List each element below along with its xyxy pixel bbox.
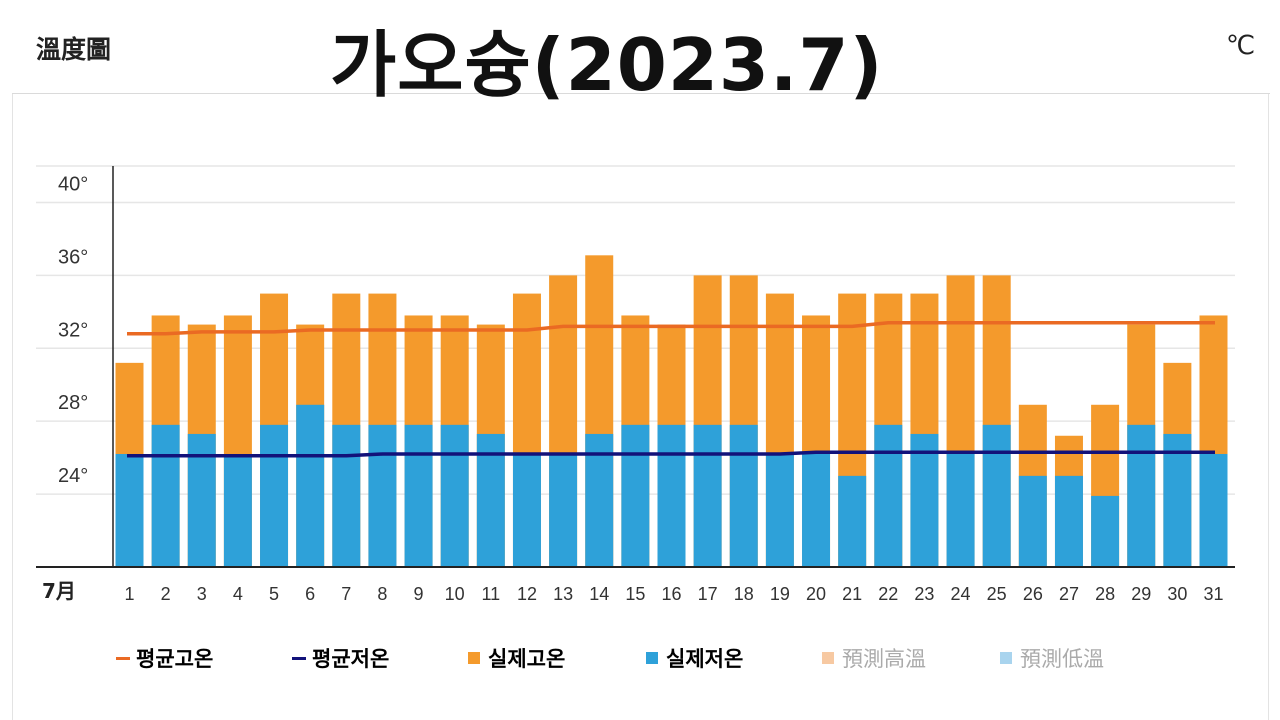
x-tick-label: 15: [625, 584, 645, 604]
low-temp-bar: [729, 424, 758, 567]
y-tick-label: 28°: [58, 392, 88, 414]
x-tick-label: 14: [589, 584, 609, 604]
low-temp-bar: [946, 453, 975, 567]
low-temp-bar: [1018, 475, 1047, 567]
legend-item[interactable]: 실제저온: [646, 640, 743, 676]
legend-label: 실제고온: [488, 647, 566, 671]
x-tick-label: 17: [698, 584, 718, 604]
x-tick-label: 1: [124, 584, 134, 604]
low-temp-bar: [1054, 475, 1083, 567]
x-tick-label: 25: [987, 584, 1007, 604]
x-tick-label: 3: [197, 584, 207, 604]
legend-item[interactable]: 평균저온: [292, 640, 389, 676]
low-temp-bar: [621, 424, 650, 567]
legend-square-swatch: [822, 652, 834, 664]
legend-label: 預測高溫: [842, 647, 926, 671]
x-tick-label: 18: [734, 584, 754, 604]
legend-item[interactable]: 실제고온: [468, 640, 565, 676]
x-tick-label: 10: [445, 584, 465, 604]
chart-title: 가오슝(2023.7): [330, 23, 884, 107]
x-tick-label: 28: [1095, 584, 1115, 604]
avg-high-line: [127, 321, 1215, 336]
legend-item[interactable]: 평균고온: [116, 640, 213, 676]
low-temp-bar: [223, 453, 252, 567]
low-temp-bar: [693, 424, 722, 567]
x-tick-label: 30: [1167, 584, 1187, 604]
x-tick-label: 12: [517, 584, 537, 604]
legend-label: 평균고온: [136, 647, 214, 671]
low-temp-bar: [549, 453, 578, 567]
low-temp-bar: [404, 424, 433, 567]
x-tick-label: 27: [1059, 584, 1079, 604]
avg-low-line: [127, 450, 1215, 458]
y-tick-label: 36°: [58, 246, 88, 268]
x-tick-label: 8: [377, 584, 387, 604]
legend-item[interactable]: 預測高溫: [822, 640, 926, 676]
y-tick-label: 24°: [58, 465, 88, 487]
low-temp-bar: [1127, 424, 1156, 567]
low-temp-bar: [332, 424, 361, 567]
x-tick-label: 9: [414, 584, 424, 604]
low-temp-bar: [260, 424, 289, 567]
x-tick-label: 13: [553, 584, 573, 604]
legend-square-swatch: [646, 652, 658, 664]
x-tick-label: 11: [481, 584, 500, 604]
x-tick-label: 6: [305, 584, 315, 604]
x-tick-label: 19: [770, 584, 790, 604]
legend-line-swatch: [292, 656, 306, 660]
low-temp-bar: [440, 424, 469, 567]
low-temp-bar: [1163, 433, 1192, 567]
x-tick-label: 23: [914, 584, 934, 604]
low-temp-bar: [512, 453, 541, 567]
x-tick-label: 2: [161, 584, 171, 604]
x-tick-label: 21: [842, 584, 862, 604]
legend-label: 실제저온: [666, 647, 744, 671]
y-tick-label: 32°: [58, 319, 88, 341]
low-temp-bar: [982, 424, 1011, 567]
low-temp-bar: [187, 433, 216, 567]
low-temp-bar: [1199, 453, 1228, 567]
x-tick-label: 20: [806, 584, 826, 604]
x-tick-label: 16: [661, 584, 681, 604]
x-tick-label: 4: [233, 584, 243, 604]
low-temp-bar: [802, 453, 831, 567]
low-temp-bar: [910, 433, 939, 567]
legend-square-swatch: [468, 652, 480, 664]
legend-label: 預測低溫: [1020, 647, 1104, 671]
low-temp-bar: [1091, 495, 1120, 567]
x-tick-label: 24: [951, 584, 971, 604]
x-tick-label: 31: [1203, 584, 1223, 604]
low-temp-bar: [368, 424, 397, 567]
low-temp-bar: [657, 424, 686, 567]
temperature-chart: 40°36°32°28°24°7月 1 2 3 4 5 6 7 8 9 10 11 12 13 14 15 16…: [36, 165, 1235, 604]
x-tick-label: 7: [341, 584, 351, 604]
x-tick-label: 5: [269, 584, 279, 604]
frame-right-border: [1268, 94, 1269, 720]
x-tick-label: 26: [1023, 584, 1043, 604]
header-divider: [12, 93, 1270, 94]
unit-label: ℃: [1226, 30, 1256, 60]
low-temp-bar: [874, 424, 903, 567]
x-axis-label: 7月: [42, 579, 76, 603]
x-tick-label: 22: [878, 584, 898, 604]
x-tick-label: 29: [1131, 584, 1151, 604]
low-temp-bar: [765, 453, 794, 567]
frame-left-border: [12, 94, 13, 720]
low-temp-bar: [838, 475, 867, 567]
low-temp-bar: [151, 424, 180, 567]
chart-legend: 평균고온 평균저온 실제고온 실제저온 預測高溫 預測低溫: [0, 640, 1280, 680]
low-temp-bar: [585, 433, 614, 567]
low-temp-bar: [296, 404, 325, 567]
chart-type-label: 溫度圖: [36, 35, 112, 64]
legend-item[interactable]: 預測低溫: [1000, 640, 1104, 676]
low-temp-bar: [476, 433, 505, 567]
legend-square-swatch: [1000, 652, 1012, 664]
y-tick-label: 40°: [58, 173, 88, 195]
legend-line-swatch: [116, 656, 130, 660]
low-temp-bar: [115, 453, 144, 567]
legend-label: 평균저온: [312, 647, 390, 671]
